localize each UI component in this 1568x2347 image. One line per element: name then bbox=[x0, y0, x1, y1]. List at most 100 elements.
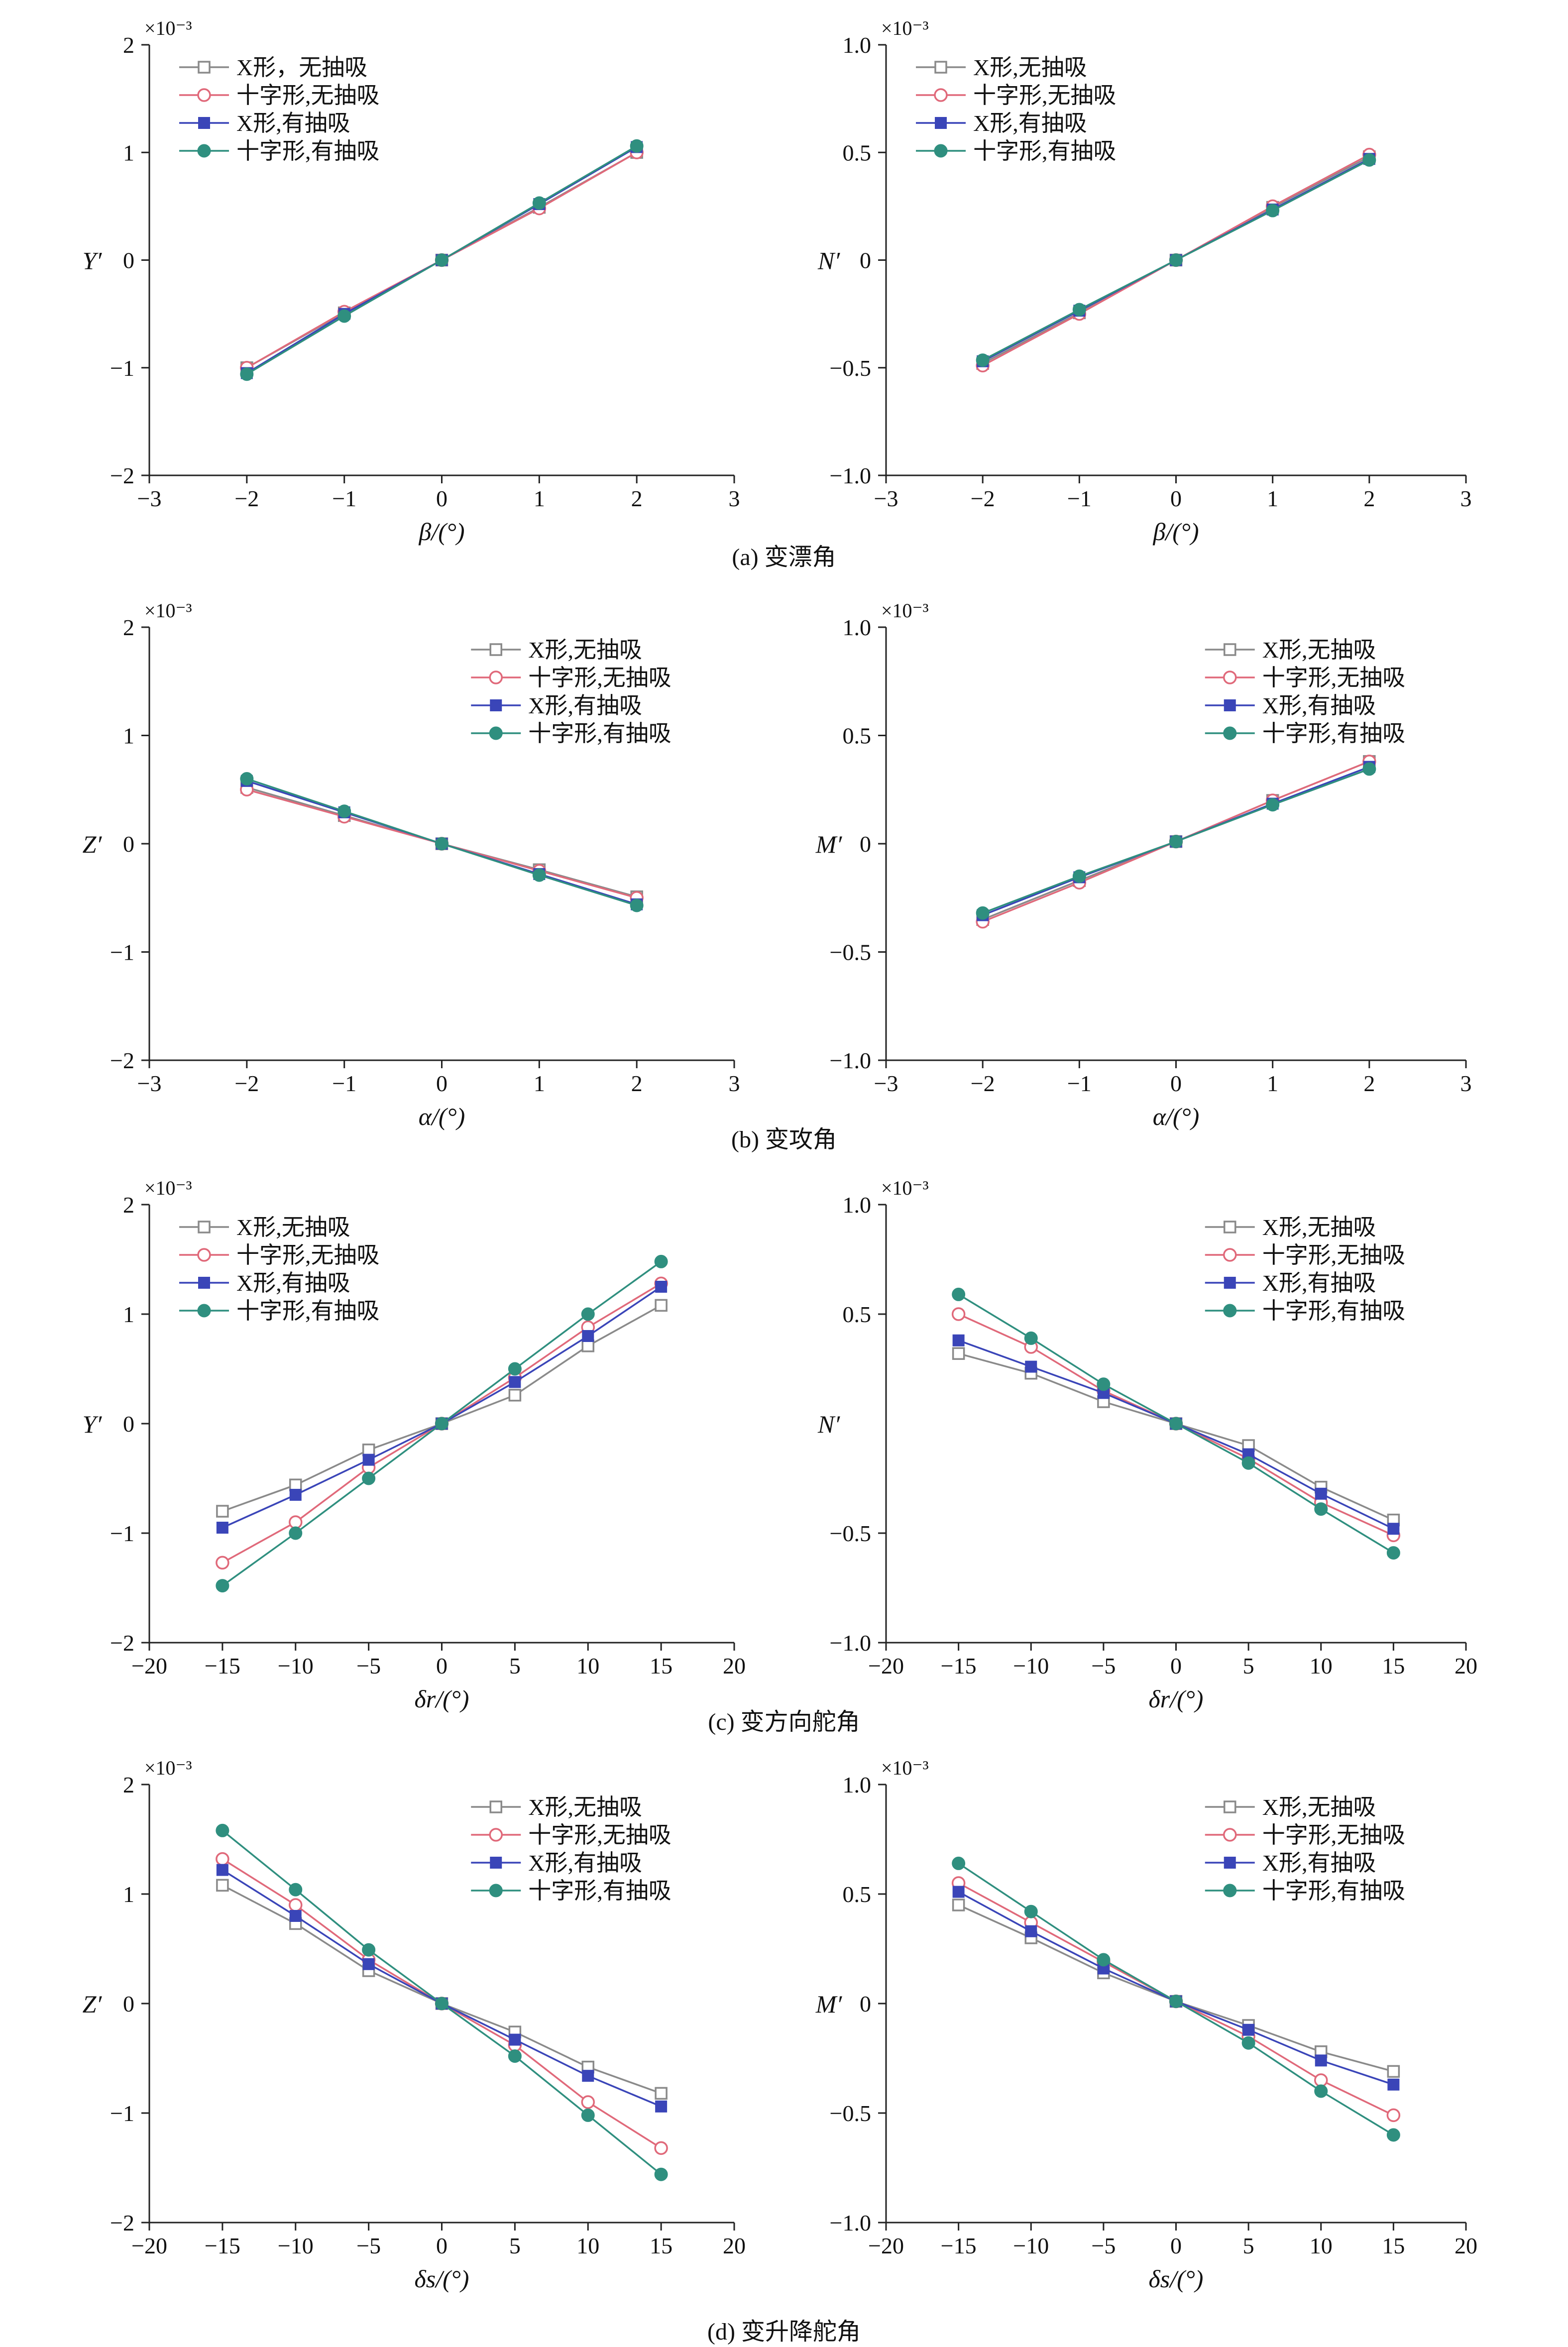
chart-panel-4: −20 −15 −10 −5 0 5 10 15 20−2−1012×10⁻³δr/(°)Y′X… bbox=[83, 1177, 746, 1713]
y-tick-label: 0 bbox=[860, 831, 871, 857]
data-point bbox=[654, 2141, 668, 2155]
data-point bbox=[952, 1334, 965, 1346]
legend-marker bbox=[489, 1800, 502, 1813]
data-point bbox=[1024, 1331, 1038, 1345]
x-axis-title: δs/(°) bbox=[415, 2265, 469, 2293]
data-point bbox=[1024, 1904, 1038, 1918]
x-tick-label: −20 bbox=[131, 1653, 167, 1678]
chart-panel-0: −3 −2 −1 0 1 2 3−2−1012×10⁻³β/(°)Y′X形，无抽吸十字形,无… bbox=[83, 17, 740, 546]
y-tick-label: −2 bbox=[110, 1048, 134, 1073]
legend-marker bbox=[1224, 699, 1236, 711]
data-point bbox=[952, 1856, 966, 1870]
x-tick-label: 15 bbox=[650, 2233, 672, 2258]
x-tick-label: 3 bbox=[729, 1071, 740, 1096]
y-tick-label: 0 bbox=[123, 1411, 134, 1437]
chart-panel-1: −3 −2 −1 0 1 2 3 −1.0 −0.5 0 0.5 1.0 ×10⁻³ β/(°) N′ X形,… bbox=[817, 17, 1472, 546]
data-point bbox=[582, 1330, 594, 1342]
legend-marker bbox=[198, 117, 210, 129]
y-tick-label: 1.0 bbox=[843, 1192, 872, 1218]
legend-marker bbox=[489, 671, 503, 684]
x-tick-label: 15 bbox=[650, 1653, 672, 1678]
data-point bbox=[1241, 1456, 1255, 1470]
data-point bbox=[509, 2033, 521, 2046]
data-point bbox=[1169, 1417, 1183, 1431]
y-multiplier-label: ×10⁻³ bbox=[881, 1177, 929, 1199]
data-point bbox=[1362, 762, 1376, 776]
data-point bbox=[435, 1997, 448, 2011]
legend-marker bbox=[1224, 643, 1236, 656]
x-tick-label: 0 bbox=[1170, 2233, 1182, 2258]
y-tick-label: 1.0 bbox=[843, 615, 872, 640]
chart-panel-6: −20 −15 −10 −5 0 5 10 15 20−2−1012×10⁻³δs/(°)Z′X… bbox=[83, 1757, 746, 2293]
x-tick-label: 0 bbox=[1170, 1071, 1182, 1096]
data-point bbox=[1025, 1925, 1037, 1937]
data-point bbox=[1025, 1360, 1037, 1373]
x-axis-title: β/(°) bbox=[1152, 518, 1199, 546]
legend-marker bbox=[1224, 1857, 1236, 1869]
x-tick-label: −10 bbox=[1013, 2233, 1049, 2258]
x-tick-label: −10 bbox=[278, 2233, 314, 2258]
y-axis-title: Z′ bbox=[83, 1990, 103, 2018]
data-point bbox=[532, 868, 546, 882]
legend-marker bbox=[934, 144, 948, 158]
legend-label: X形,有抽吸 bbox=[1262, 1850, 1376, 1876]
legend-marker bbox=[1224, 1221, 1236, 1233]
x-tick-label: 0 bbox=[436, 1071, 448, 1096]
x-tick-label: −2 bbox=[234, 1071, 259, 1096]
x-tick-label: 20 bbox=[723, 2233, 746, 2258]
y-tick-label: −0.5 bbox=[830, 2101, 871, 2126]
x-tick-label: −5 bbox=[356, 1653, 381, 1678]
legend-label: 十字形,有抽吸 bbox=[973, 138, 1117, 164]
legend-marker bbox=[489, 1884, 503, 1898]
x-tick-label: 2 bbox=[631, 1071, 643, 1096]
x-tick-label: 10 bbox=[576, 2233, 599, 2258]
legend-marker bbox=[198, 1221, 211, 1233]
data-point bbox=[655, 2087, 668, 2100]
y-tick-label: 1 bbox=[123, 1302, 134, 1327]
legend-label: 十字形,有抽吸 bbox=[1262, 1298, 1406, 1324]
data-point bbox=[508, 1389, 522, 1402]
legend-marker bbox=[197, 1248, 211, 1262]
data-point bbox=[435, 837, 448, 851]
series-line-3 bbox=[958, 1891, 1394, 2086]
legend-marker bbox=[489, 643, 502, 656]
panel-caption: (b) 变攻角 bbox=[731, 1126, 837, 1153]
x-tick-label: 3 bbox=[1460, 486, 1472, 511]
y-tick-label: −1.0 bbox=[830, 1048, 871, 1073]
data-point bbox=[216, 1852, 229, 1866]
y-tick-label: −1 bbox=[110, 2101, 134, 2126]
legend-label: X形,无抽吸 bbox=[1262, 1215, 1376, 1240]
legend-label: X形,有抽吸 bbox=[236, 111, 350, 136]
x-tick-label: 1 bbox=[534, 1071, 545, 1096]
legend-marker bbox=[197, 88, 211, 102]
x-axis-title: α/(°) bbox=[419, 1103, 465, 1130]
data-point bbox=[289, 1489, 302, 1501]
legend-marker bbox=[1223, 1828, 1237, 1842]
x-tick-label: 0 bbox=[1170, 1653, 1182, 1678]
data-point bbox=[337, 804, 351, 818]
x-tick-label: 15 bbox=[1382, 2233, 1405, 2258]
y-tick-label: 2 bbox=[123, 1192, 134, 1218]
legend-marker bbox=[489, 1828, 503, 1842]
series-line-1 bbox=[222, 1884, 662, 2095]
data-point bbox=[362, 1943, 376, 1957]
legend-marker bbox=[197, 144, 211, 158]
legend-label: 十字形,有抽吸 bbox=[236, 1298, 380, 1324]
data-point bbox=[289, 1883, 303, 1897]
x-tick-label: 0 bbox=[436, 486, 448, 511]
x-axis-title: δr/(°) bbox=[415, 1685, 469, 1713]
data-point bbox=[976, 353, 990, 367]
data-point bbox=[655, 1281, 668, 1293]
data-point bbox=[435, 1417, 448, 1431]
data-point bbox=[216, 1505, 229, 1518]
x-tick-label: 10 bbox=[1310, 1653, 1333, 1678]
y-tick-label: 0.5 bbox=[843, 140, 872, 165]
data-point bbox=[1314, 1502, 1328, 1516]
chart-panel-3: −3 −2 −1 0 1 2 3 −1.0 −0.5 0 0.5 1.0 ×10⁻³ α/(°) M′ X形,… bbox=[815, 599, 1472, 1130]
data-point bbox=[1387, 2078, 1400, 2091]
x-tick-label: −15 bbox=[941, 2233, 977, 2258]
data-point bbox=[289, 1515, 303, 1529]
data-point bbox=[508, 2049, 522, 2063]
x-tick-label: 10 bbox=[576, 1653, 599, 1678]
legend-marker bbox=[1223, 1884, 1237, 1898]
